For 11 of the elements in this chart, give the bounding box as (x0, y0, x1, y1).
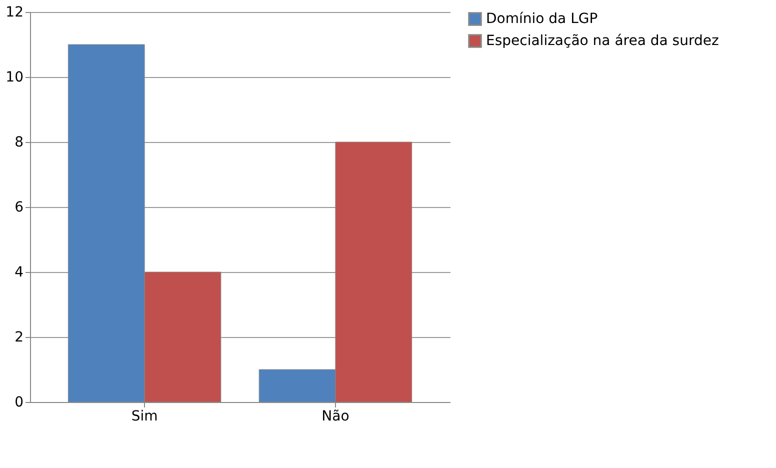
y-tick-label: 4 (14, 264, 24, 280)
y-tick-label: 12 (6, 4, 24, 20)
y-tick-label: 6 (14, 200, 24, 216)
x-tick-label: Sim (131, 408, 158, 424)
y-tick-label: 2 (14, 330, 24, 346)
y-tick-label: 10 (6, 70, 24, 86)
legend-label: Domínio da LGP (486, 11, 598, 27)
y-tick-label: 0 (14, 394, 24, 410)
y-tick-label: 8 (14, 134, 24, 150)
legend-label: Especialização na área da surdez (486, 33, 719, 49)
x-tick-label: Não (322, 408, 350, 424)
